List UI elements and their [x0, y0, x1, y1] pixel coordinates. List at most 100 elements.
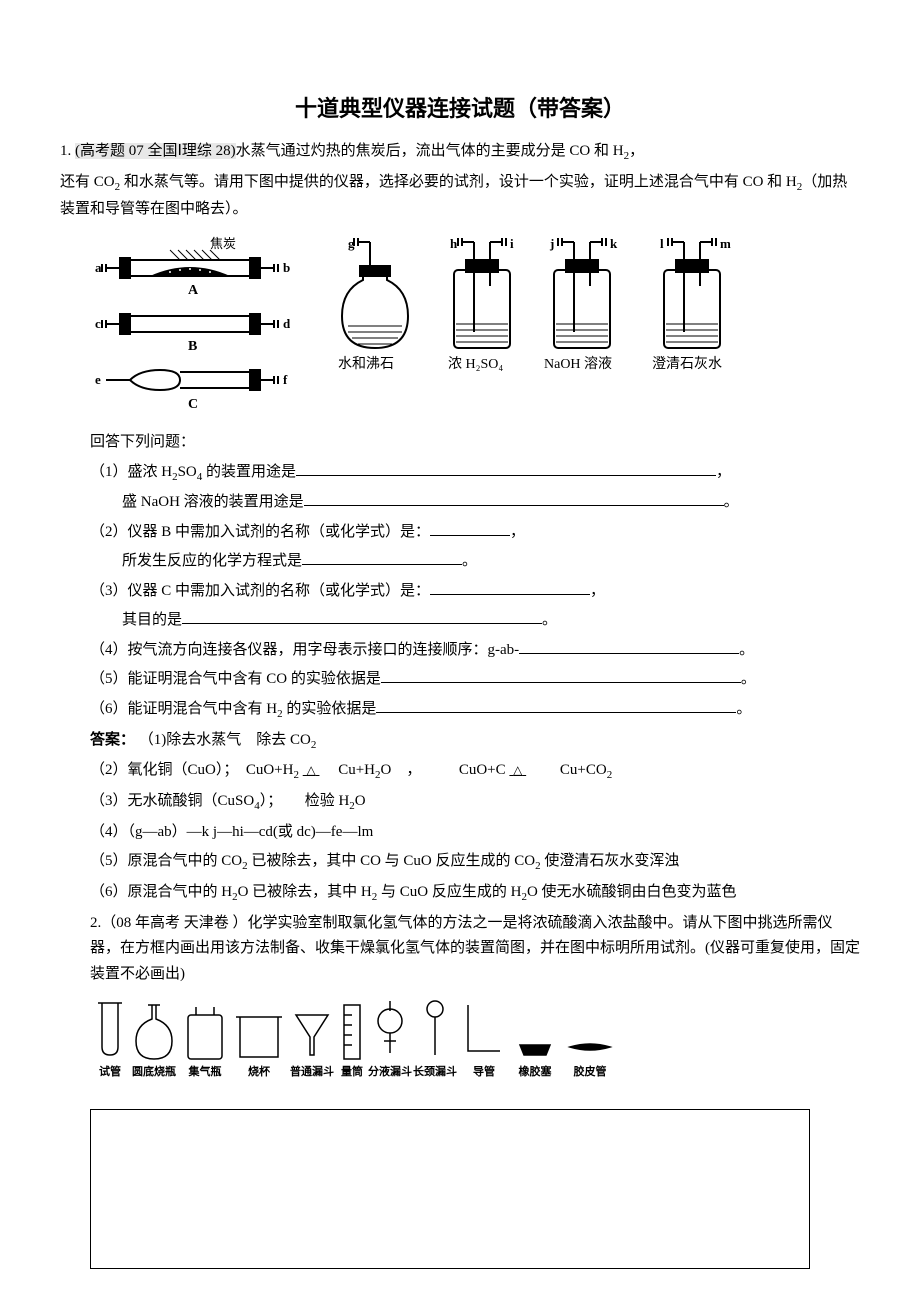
lbl-C: C — [188, 397, 198, 412]
q1-intro2: 还有 CO2 和水蒸气等。请用下图中提供的仪器，选择必要的试剂，设计一个实验，证… — [60, 170, 860, 222]
tubes-svg: 焦炭 a b A — [80, 236, 290, 416]
t: （3）仪器 C 中需加入试剂的名称（或化学式）是： — [90, 583, 430, 599]
app-6: 分液漏斗 — [368, 1064, 412, 1078]
t: ， — [716, 464, 731, 480]
t: 与 CuO 反应生成的 H — [377, 884, 521, 900]
blank — [430, 535, 510, 536]
t: （2）仪器 B 中需加入试剂的名称（或化学式）是： — [90, 524, 430, 540]
a6: （6）原混合气中的 H2O 已被除去，其中 H2 与 CuO 反应生成的 H2O… — [60, 880, 860, 907]
blank — [381, 682, 741, 683]
a5: （5）原混合气中的 CO2 已被除去，其中 CO 与 CuO 反应生成的 CO2… — [60, 849, 860, 876]
t: 盛 NaOH 溶液的装置用途是 — [122, 494, 304, 510]
t: 。 — [741, 671, 756, 687]
t: （5）能证明混合气中含有 CO 的实验依据是 — [90, 671, 381, 687]
t: 。 — [724, 494, 739, 510]
blank — [519, 653, 739, 654]
blank — [182, 623, 542, 624]
blank — [302, 564, 462, 565]
jiaotan-label: 焦炭 — [210, 236, 236, 251]
lbl-l: l — [660, 236, 664, 251]
t: 所发生反应的化学方程式是 — [122, 553, 302, 569]
q1-highlight: (高考题 07 全国Ⅰ理综 28) — [75, 143, 236, 159]
t: O 使无水硫酸铜由白色变为蓝色 — [527, 884, 737, 900]
t: SO — [178, 464, 197, 480]
apparatus-row: 试管 圆底烧瓶 集气瓶 烧杯 普通漏斗 量筒 分液漏斗 长颈漏斗 导管 橡胶塞 … — [60, 997, 860, 1097]
lbl-A: A — [188, 283, 199, 298]
t: 的实验依据是 — [283, 701, 377, 717]
t: ， — [590, 583, 605, 599]
q1-p3: （3）仪器 C 中需加入试剂的名称（或化学式）是： ， — [60, 579, 860, 605]
answers: 答案： （1)除去水蒸气 除去 CO2 — [60, 728, 860, 755]
q1-p5: （5）能证明混合气中含有 CO 的实验依据是 。 — [60, 667, 860, 693]
t: 使澄清石灰水变浑浊 — [541, 853, 680, 869]
q1-prompt: 回答下列问题： — [60, 430, 860, 456]
flask-c-label: NaOH 溶液 — [544, 356, 612, 372]
lbl-g: g — [348, 236, 355, 251]
t: Cu+CO — [530, 762, 607, 778]
blank — [376, 712, 736, 713]
lbl-a: a — [95, 260, 102, 275]
lbl-j: j — [549, 236, 554, 251]
app-4: 普通漏斗 — [290, 1064, 334, 1078]
t: 还有 CO — [60, 174, 115, 190]
app-2: 集气瓶 — [188, 1064, 222, 1078]
t: 已被除去，其中 CO 与 CuO 反应生成的 CO — [248, 853, 536, 869]
a1: （1)除去水蒸气 除去 CO — [139, 732, 311, 748]
app-5: 量筒 — [341, 1064, 363, 1078]
q1-diagram: 焦炭 a b A — [80, 236, 860, 416]
answer-box — [90, 1109, 810, 1269]
sub: 2 — [607, 769, 613, 781]
t: （4）按气流方向连接各仪器，用字母表示接口的连接顺序：g-ab- — [90, 642, 519, 658]
app-3: 烧杯 — [248, 1064, 271, 1078]
lbl-k: k — [610, 236, 618, 251]
a4: （4）（g—ab）—k j—hi—cd(或 dc)—fe—lm — [60, 820, 860, 846]
arrow: △ — [509, 762, 526, 778]
t: （5）原混合气中的 CO — [90, 853, 242, 869]
arrow: △ — [303, 762, 320, 778]
lbl-d: d — [283, 316, 290, 331]
t: 。 — [462, 553, 477, 569]
t: （6）能证明混合气中含有 H — [90, 701, 277, 717]
q1-p1b: 盛 NaOH 溶液的装置用途是 。 — [60, 490, 860, 516]
lbl-m: m — [720, 236, 731, 251]
t: （3）无水硫酸铜（CuSO — [90, 793, 254, 809]
t: O ， CuO+C — [381, 762, 506, 778]
app-8: 导管 — [473, 1064, 495, 1078]
q2-lead: 2.（08 年高考 天津卷 ）化学实验室制取氯化氢气体的方法之一是将浓硫酸滴入浓… — [60, 911, 860, 988]
t: Cu+H — [323, 762, 375, 778]
ans-label: 答案： — [90, 732, 135, 748]
lbl-e: e — [95, 372, 101, 387]
blank — [304, 505, 724, 506]
flask-a-label: 水和沸石 — [338, 356, 394, 372]
app-0: 试管 — [99, 1064, 121, 1078]
a2: （2）氧化铜（CuO）； CuO+H2 △ Cu+H2O ， CuO+C △ C… — [60, 758, 860, 785]
q1-p2: （2）仪器 B 中需加入试剂的名称（或化学式）是：， — [60, 520, 860, 546]
t: （1）盛浓 H — [90, 464, 172, 480]
t: O — [355, 793, 366, 809]
t: 水蒸气通过灼热的焦炭后，流出气体的主要成分是 CO 和 H — [236, 143, 624, 159]
app-9: 橡胶塞 — [519, 1064, 553, 1078]
t: ）； 检验 H — [260, 793, 350, 809]
flask-d-label: 澄清石灰水 — [652, 356, 722, 372]
t: 。 — [739, 642, 754, 658]
t: 。 — [542, 612, 557, 628]
sub: 2 — [311, 739, 317, 751]
lbl-b: b — [283, 260, 290, 275]
lbl-i: i — [510, 236, 514, 251]
t: ， — [629, 143, 644, 159]
q1-p1: （1）盛浓 H2SO4 的装置用途是， — [60, 460, 860, 487]
t: O 已被除去，其中 H — [238, 884, 372, 900]
q1-intro: 1. (高考题 07 全国Ⅰ理综 28)水蒸气通过灼热的焦炭后，流出气体的主要成… — [60, 139, 860, 166]
t: 的装置用途是 — [202, 464, 296, 480]
q1-p2b: 所发生反应的化学方程式是 。 — [60, 549, 860, 575]
t: 和水蒸气等。请用下图中提供的仪器，选择必要的试剂，设计一个实验，证明上述混合气中… — [120, 174, 797, 190]
t: 其目的是 — [122, 612, 182, 628]
blank — [296, 475, 716, 476]
q1-lead: 1. — [60, 143, 75, 159]
lbl-h: h — [450, 236, 458, 251]
q1-p6: （6）能证明混合气中含有 H2 的实验依据是。 — [60, 697, 860, 724]
flask-b-label: 浓 H₂SO₄ — [448, 356, 503, 372]
page-title: 十道典型仪器连接试题（带答案） — [60, 90, 860, 127]
a3: （3）无水硫酸铜（CuSO4）； 检验 H2O — [60, 789, 860, 816]
lbl-f: f — [283, 372, 288, 387]
